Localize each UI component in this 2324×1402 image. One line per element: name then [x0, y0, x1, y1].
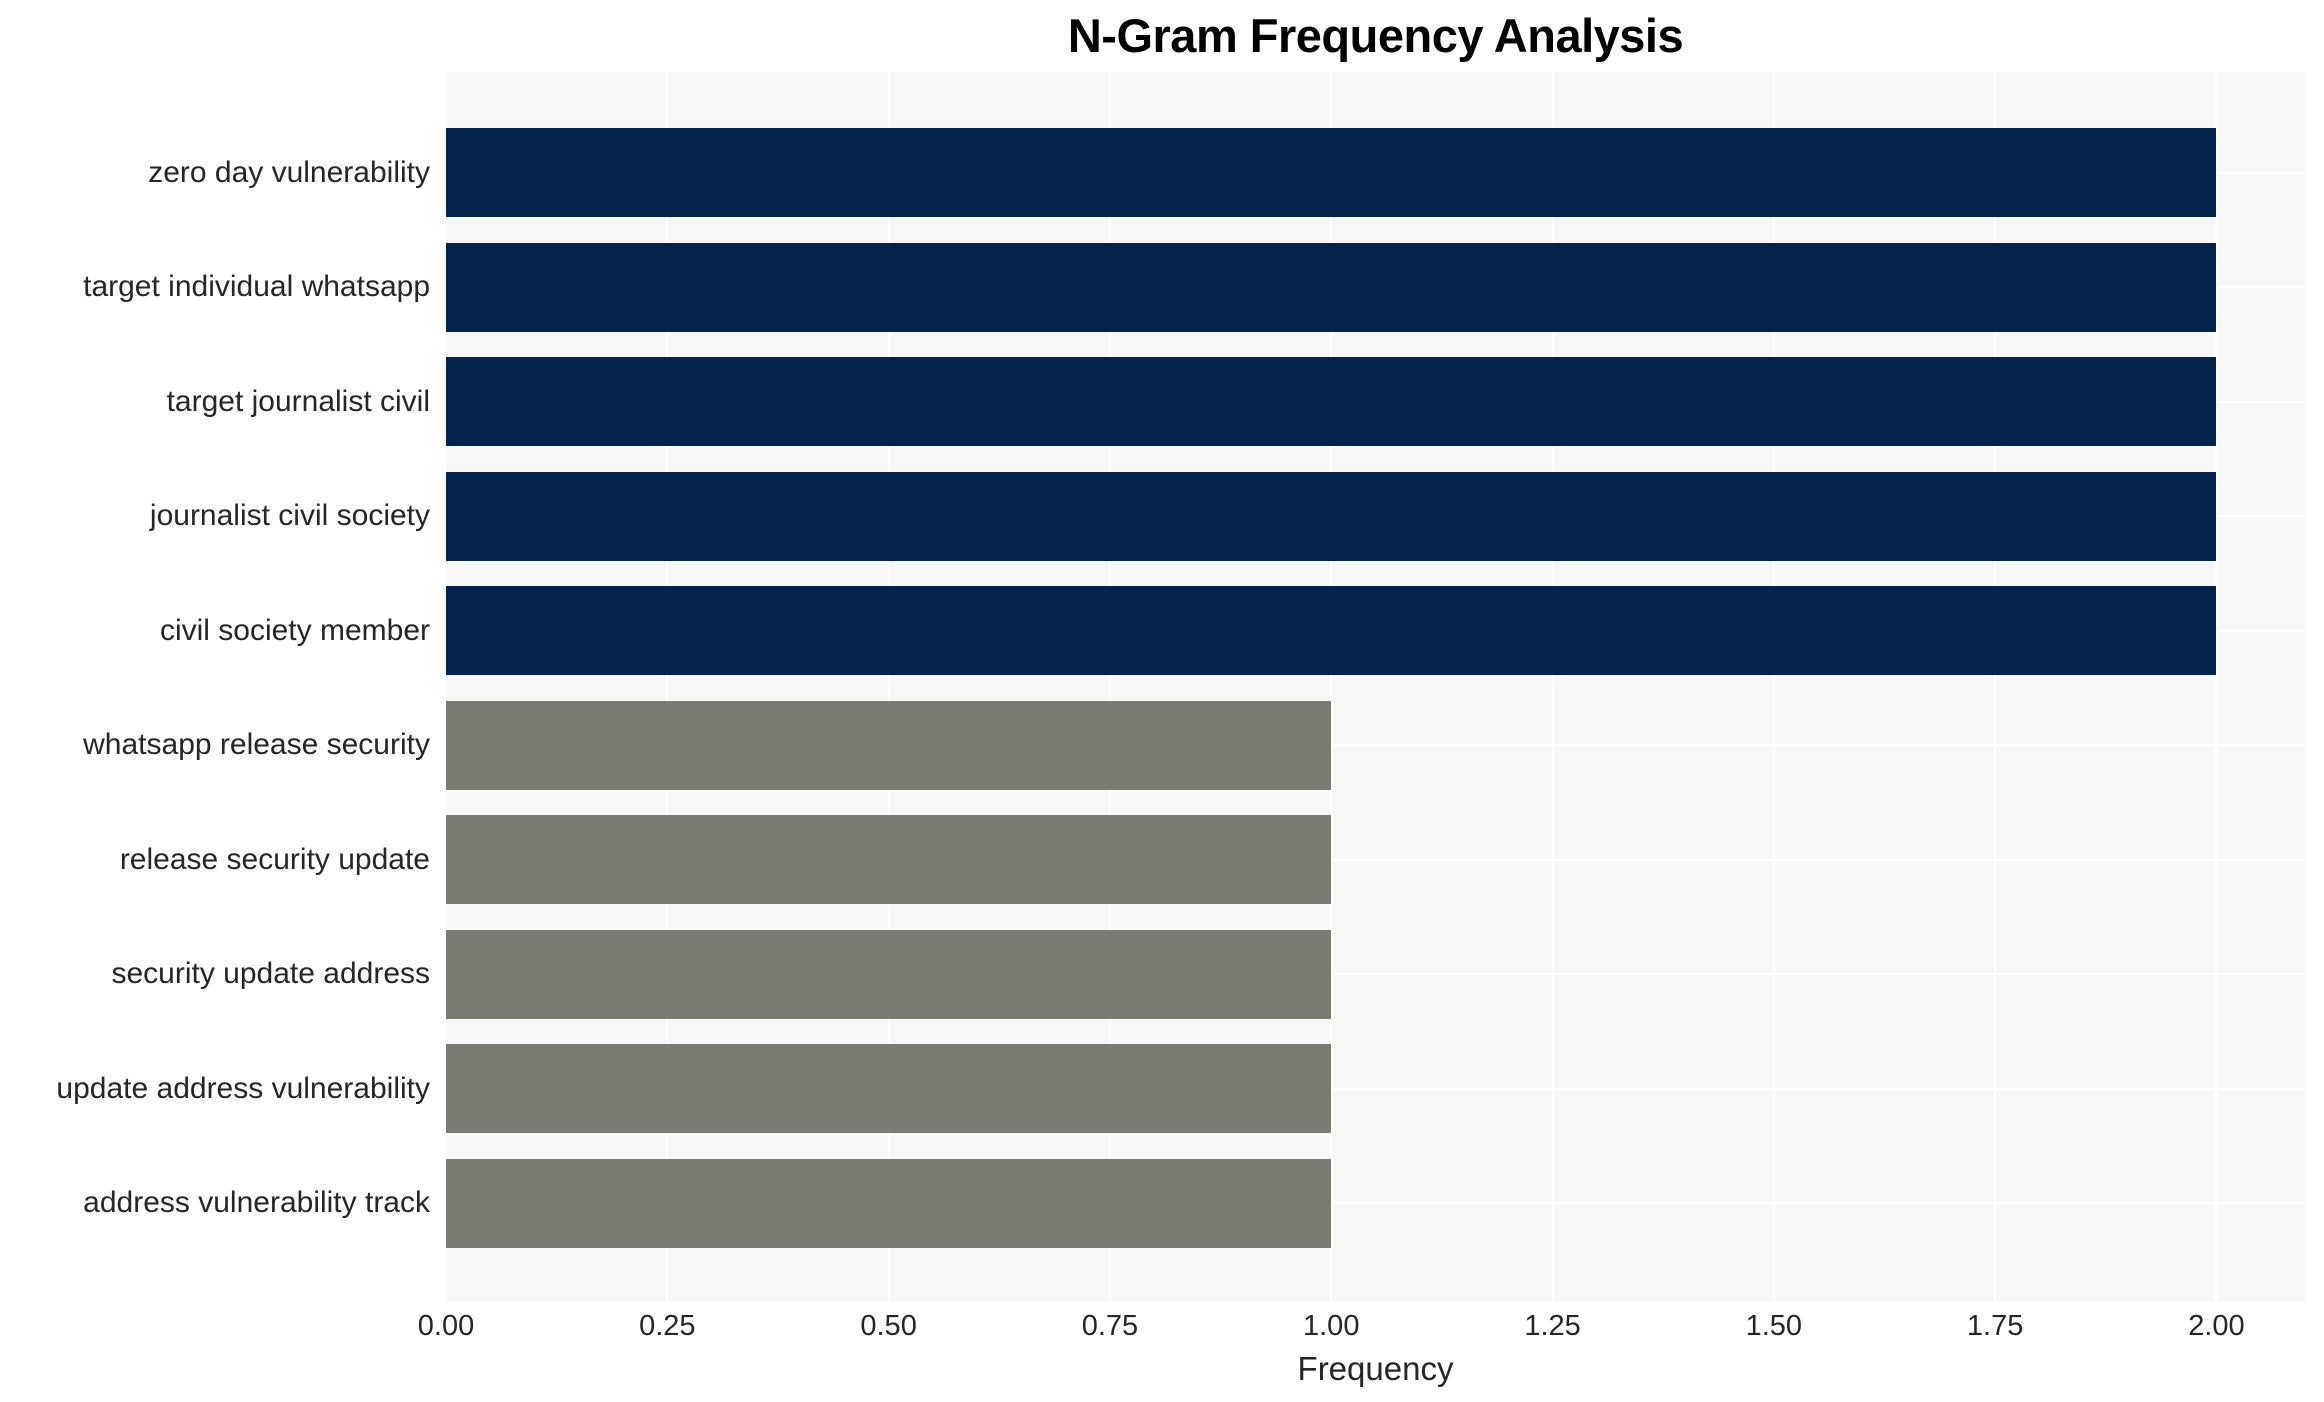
vertical-gridline [1330, 72, 1333, 1302]
y-tick-label-2: target journalist civil [166, 384, 430, 418]
x-tick-label-2: 0.50 [860, 1310, 917, 1342]
bar-3 [446, 471, 2217, 561]
bar-7 [446, 929, 1332, 1019]
vertical-gridline [1772, 72, 1775, 1302]
x-tick-label-8: 2.00 [2188, 1310, 2245, 1342]
vertical-gridline [1108, 72, 1111, 1302]
x-axis-label: Frequency [1297, 1350, 1454, 1387]
horizontal-gridline [446, 1202, 2305, 1205]
y-tick-label-3: journalist civil society [149, 499, 430, 533]
x-tick-label-5: 1.25 [1524, 1310, 1581, 1342]
vertical-gridline [887, 72, 890, 1302]
bar-2 [446, 357, 2217, 447]
y-tick-label-4: civil society member [159, 613, 430, 647]
plot-area [446, 72, 2305, 1302]
y-tick-label-0: zero day vulnerability [148, 155, 430, 189]
bar-8 [446, 1044, 1332, 1134]
x-tick-label-7: 1.75 [1966, 1310, 2024, 1342]
bar-4 [446, 586, 2217, 676]
horizontal-gridline [446, 1087, 2305, 1090]
y-tick-label-5: whatsapp release security [83, 728, 430, 762]
chart-title: N-Gram Frequency Analysis [1067, 9, 1684, 62]
vertical-gridline [1994, 72, 1997, 1302]
bar-1 [446, 242, 2217, 332]
vertical-gridline [446, 72, 447, 1302]
bar-5 [446, 700, 1332, 790]
vertical-gridline [666, 72, 669, 1302]
y-tick-label-9: address vulnerability track [83, 1186, 430, 1220]
y-tick-label-7: security update address [111, 957, 430, 991]
y-tick-label-1: target individual whatsapp [83, 270, 430, 304]
x-tick-label-3: 0.75 [1081, 1310, 1139, 1342]
x-tick-label-6: 1.50 [1745, 1310, 1803, 1342]
y-tick-label-8: update address vulnerability [56, 1071, 430, 1105]
bar-6 [446, 815, 1332, 905]
horizontal-gridline [446, 744, 2305, 747]
vertical-gridline [2215, 72, 2218, 1302]
horizontal-gridline [446, 858, 2305, 861]
horizontal-gridline [446, 973, 2305, 976]
x-tick-label-0: 0.00 [417, 1310, 475, 1342]
x-tick-label-4: 1.00 [1303, 1310, 1360, 1342]
bar-9 [446, 1158, 1332, 1248]
x-tick-label-1: 0.25 [639, 1310, 696, 1342]
vertical-gridline [1551, 72, 1554, 1302]
bar-0 [446, 128, 2217, 217]
y-tick-label-6: release security update [119, 842, 430, 876]
